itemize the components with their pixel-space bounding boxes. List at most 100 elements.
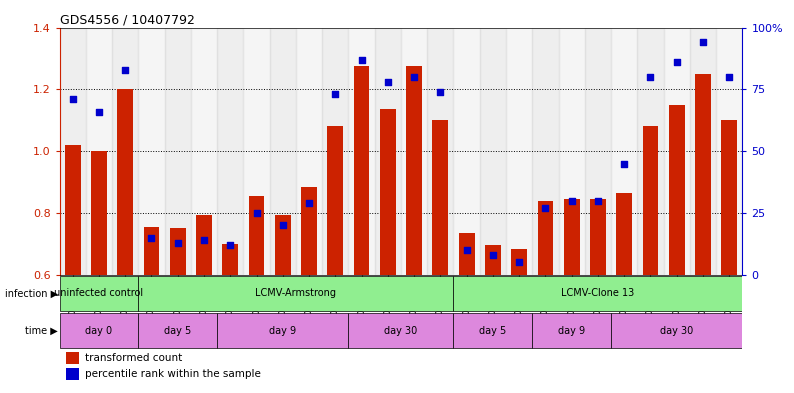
Text: LCMV-Clone 13: LCMV-Clone 13 (561, 288, 634, 298)
Bar (353, 66, 369, 275)
Bar (669, 105, 684, 275)
Bar (590, 199, 606, 275)
Point (224, 242, 237, 248)
Point (487, 252, 499, 258)
Point (513, 259, 526, 266)
Point (723, 74, 735, 80)
Bar (349, 313, 453, 348)
Bar (138, 313, 217, 348)
Bar (249, 196, 264, 275)
Bar (453, 275, 742, 311)
Bar (112, 28, 138, 275)
Bar (380, 109, 395, 275)
Text: day 30: day 30 (384, 325, 418, 336)
Bar (532, 28, 558, 275)
Bar (716, 28, 742, 275)
Text: day 30: day 30 (660, 325, 693, 336)
Point (67, 96, 79, 103)
Bar (480, 28, 506, 275)
Text: day 9: day 9 (558, 325, 585, 336)
Bar (86, 28, 112, 275)
Point (381, 79, 394, 85)
Bar (217, 313, 349, 348)
Bar (196, 215, 212, 275)
Bar (301, 187, 317, 275)
Point (565, 198, 578, 204)
Bar (407, 66, 422, 275)
Bar (511, 248, 527, 275)
Bar (616, 193, 632, 275)
Bar (296, 28, 322, 275)
Bar (118, 89, 133, 275)
Bar (67, 352, 79, 364)
Bar (217, 28, 244, 275)
Point (670, 59, 683, 65)
Bar (664, 28, 690, 275)
Bar (532, 313, 611, 348)
Bar (453, 28, 480, 275)
Text: percentile rank within the sample: percentile rank within the sample (86, 369, 261, 379)
Text: day 5: day 5 (480, 325, 507, 336)
Bar (459, 233, 475, 275)
Point (539, 205, 552, 211)
Bar (690, 28, 716, 275)
Bar (222, 244, 238, 275)
Bar (611, 28, 638, 275)
Bar (91, 151, 107, 275)
Point (592, 198, 604, 204)
Bar (164, 28, 191, 275)
Bar (144, 227, 160, 275)
Bar (60, 313, 138, 348)
Point (329, 91, 341, 97)
Bar (275, 215, 291, 275)
Bar (138, 28, 164, 275)
Bar (485, 246, 501, 275)
Bar (349, 28, 375, 275)
Bar (270, 28, 296, 275)
Text: GDS4556 / 10407792: GDS4556 / 10407792 (60, 13, 195, 26)
Text: transformed count: transformed count (86, 353, 183, 363)
Text: LCMV-Armstrong: LCMV-Armstrong (256, 288, 337, 298)
Bar (585, 28, 611, 275)
Point (434, 89, 447, 95)
Point (198, 237, 210, 243)
Point (696, 39, 709, 46)
Bar (327, 127, 343, 275)
Bar (642, 127, 658, 275)
Point (172, 240, 184, 246)
Point (461, 247, 473, 253)
Bar (611, 313, 742, 348)
Text: infection ▶: infection ▶ (5, 288, 58, 298)
Bar (67, 368, 79, 380)
Bar (433, 120, 449, 275)
Bar (558, 28, 585, 275)
Bar (244, 28, 270, 275)
Text: day 5: day 5 (164, 325, 191, 336)
Text: day 0: day 0 (86, 325, 113, 336)
Bar (65, 145, 80, 275)
Bar (60, 275, 138, 311)
Bar (138, 275, 453, 311)
Bar (722, 120, 737, 275)
Point (618, 160, 630, 167)
Bar (506, 28, 532, 275)
Point (119, 66, 132, 73)
Bar (427, 28, 453, 275)
Bar (375, 28, 401, 275)
Bar (322, 28, 349, 275)
Bar (564, 199, 580, 275)
Point (355, 57, 368, 63)
Bar (401, 28, 427, 275)
Point (250, 210, 263, 216)
Bar (170, 228, 186, 275)
Bar (638, 28, 664, 275)
Bar (538, 201, 553, 275)
Bar (695, 74, 711, 275)
Point (303, 200, 315, 206)
Bar (60, 28, 86, 275)
Text: uninfected control: uninfected control (54, 288, 144, 298)
Point (276, 222, 289, 228)
Point (93, 108, 106, 115)
Bar (191, 28, 217, 275)
Text: time ▶: time ▶ (25, 325, 58, 336)
